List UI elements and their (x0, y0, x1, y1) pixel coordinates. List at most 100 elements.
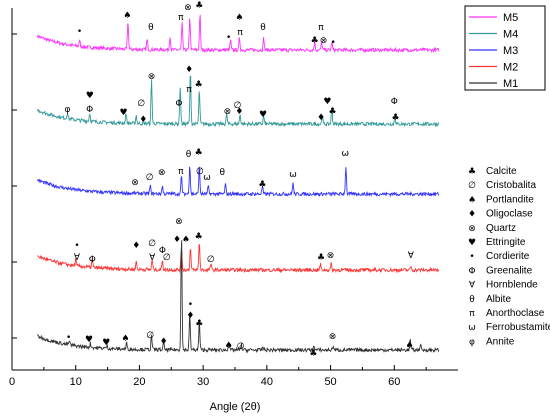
phase-symbol: ♦ (468, 210, 476, 220)
peak-marker: ♣ (195, 148, 203, 158)
peak-marker: ⊗ (148, 72, 156, 82)
legend-label: M3 (503, 45, 518, 57)
phase-symbol: ♠ (468, 195, 476, 205)
legend-label: M4 (503, 29, 518, 41)
peak-marker: ♥ (119, 108, 127, 118)
peak-marker: ∀ (149, 253, 156, 263)
phase-name: Anorthoclase (486, 308, 545, 319)
peak-marker: ⊗ (320, 36, 328, 46)
phase-name: Portlandite (486, 194, 534, 205)
peak-marker: θ (219, 168, 225, 178)
series-line-m5 (37, 14, 440, 54)
phase-name: Cordierite (486, 251, 530, 262)
peak-marker: ∅ (237, 342, 245, 352)
phase-name: Cristobalita (486, 180, 536, 191)
peak-marker: π (178, 13, 184, 23)
peak-marker: ♣ (317, 253, 325, 263)
peak-marker: ∅ (146, 331, 154, 341)
peak-marker: ∅ (163, 253, 171, 263)
peak-marker: ♣ (195, 319, 203, 329)
peak-marker: π (318, 23, 324, 33)
legend-box (464, 5, 546, 91)
phase-symbol: Φ (468, 266, 475, 276)
phase-symbol: ∀ (469, 281, 476, 291)
phase-symbol: ♥ (468, 238, 476, 248)
peak-marker: ♣ (309, 349, 317, 359)
peak-marker: ♠ (235, 13, 243, 23)
peak-marker: ⊗ (131, 178, 139, 188)
x-tick-label: 10 (70, 376, 82, 388)
peak-marker: ∀ (408, 251, 415, 261)
peak-marker: ♦ (185, 65, 193, 75)
peak-marker: Φ (391, 97, 398, 107)
peak-marker: ⊗ (329, 332, 337, 342)
peak-marker: π (178, 167, 184, 177)
x-ticks: 0 10 20 30 40 50 60 (9, 365, 427, 388)
x-tick-label: 50 (324, 376, 336, 388)
peak-marker: π (186, 85, 192, 95)
phase-symbol: ♣ (468, 167, 476, 177)
peak-marker: ⊗ (184, 3, 192, 13)
series-line-m4 (37, 75, 440, 128)
phase-name: Ettringite (486, 237, 526, 248)
peak-marker: ⊗ (158, 168, 166, 178)
peak-marker: ♠ (123, 11, 131, 21)
series-line-m2 (37, 244, 439, 274)
phase-name: Hornblende (486, 280, 538, 291)
peak-marker: ∅ (137, 99, 145, 109)
peak-marker: π (237, 28, 243, 38)
peak-marker: ⊗ (224, 107, 232, 117)
peak-marker: ♦ (132, 241, 140, 251)
peak-marker: θ (260, 23, 266, 33)
peak-marker: ♠ (406, 341, 414, 351)
peak-marker: ♦ (186, 311, 194, 321)
peak-marker: ω (203, 173, 211, 183)
peak-marker: ω (341, 149, 349, 159)
series-line-m3 (37, 166, 440, 198)
peak-marker: Φ (89, 255, 96, 265)
phase-name: Albite (486, 294, 511, 305)
phase-symbol: ω (468, 323, 476, 333)
peak-marker: ⊗ (327, 251, 335, 261)
peak-marker: ∅ (196, 167, 204, 177)
phase-symbol: π (469, 309, 475, 319)
phase-symbol: θ (469, 295, 475, 305)
phase-symbol: φ (469, 337, 475, 347)
peak-marker: ♦ (235, 107, 243, 117)
peak-marker: ♦ (160, 337, 168, 347)
peak-marker: Φ (175, 99, 182, 109)
legend: M5 M4 M3 M2 M1 (464, 5, 546, 91)
peak-marker: θ (186, 0, 192, 3)
peak-marker: • (74, 241, 79, 251)
x-tick-label: 60 (388, 376, 400, 388)
peak-marker: φ (64, 105, 70, 115)
phase-name: Oligoclase (486, 209, 533, 220)
peak-marker: ∅ (234, 101, 242, 111)
peak-marker: ♦ (173, 235, 181, 245)
phase-legend: ♣ Calcite ∅ Cristobalita ♠ Portlandite ♦ Oligoc… (468, 166, 550, 347)
x-tick-label: 0 (9, 376, 15, 388)
phase-symbol: ⊗ (468, 224, 476, 234)
peak-marker: ♠ (182, 235, 190, 245)
peak-marker: • (77, 27, 82, 37)
peak-marker: θ (186, 150, 192, 160)
peak-marker: ♦ (139, 115, 147, 125)
phase-name: Annite (486, 336, 515, 347)
peak-marker: ♠ (121, 334, 129, 344)
phase-name: Calcite (486, 166, 517, 177)
peak-marker: ♣ (311, 36, 319, 46)
x-axis-title: Angle (2θ) (210, 401, 261, 413)
phase-symbol: ∅ (468, 181, 476, 191)
peak-marker: ♣ (195, 80, 203, 90)
peak-marker: ⊗ (175, 217, 183, 227)
peak-marker: ♣ (328, 107, 336, 117)
phase-symbol: • (469, 252, 474, 262)
peak-marker: ♥ (259, 110, 267, 120)
peak-marker: ♣ (195, 232, 203, 242)
x-tick-label: 30 (197, 376, 209, 388)
legend-label: M5 (503, 12, 518, 24)
phase-name: Ferrobustamite (486, 322, 550, 333)
peak-marker: ∅ (148, 239, 156, 249)
peak-marker: ∀ (74, 253, 81, 263)
